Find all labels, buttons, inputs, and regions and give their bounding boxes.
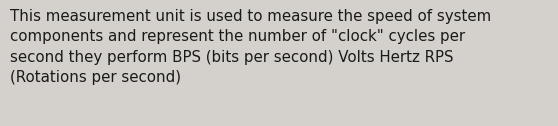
Text: This measurement unit is used to measure the speed of system
components and repr: This measurement unit is used to measure… bbox=[10, 9, 491, 85]
